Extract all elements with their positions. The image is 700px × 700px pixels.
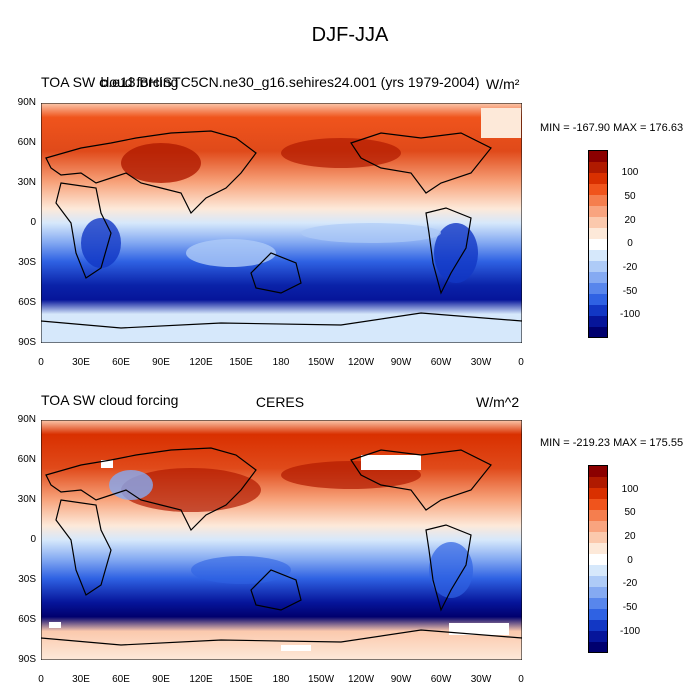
panel2-left-label: TOA SW cloud forcing (41, 392, 179, 408)
panel1-units-label: W/m² (486, 76, 520, 92)
panel1-lon-label: 30W (470, 357, 492, 368)
panel2-lon-label: 120W (347, 674, 375, 685)
panel1-lon-label: 90E (152, 357, 170, 368)
panel2-center-label: CERES (255, 394, 305, 410)
panel2-min-max: MIN = -219.23 MAX = 175.55 (540, 437, 684, 449)
panel2-lon-label: 0 (518, 674, 524, 685)
panel2-cbar-label: 20 (624, 531, 636, 542)
panel1-lon-label: 0 (518, 357, 524, 368)
panel2-lon-label: 30E (72, 674, 90, 685)
panel2-lat-label: 0 (30, 534, 36, 545)
panel2-lon-label: 60E (112, 674, 130, 685)
panel2-lon-label: 150W (307, 674, 335, 685)
panel1-colorbar (588, 150, 608, 338)
panel2-cbar-label: -50 (622, 602, 638, 613)
panel2-lon-label: 150E (229, 674, 253, 685)
panel1-cbar-label: 0 (627, 238, 633, 249)
panel1-min-max: MIN = -167.90 MAX = 176.63 (540, 122, 684, 134)
panel2-cbar-label: 0 (627, 555, 633, 566)
panel1-lat-label: 90S (18, 337, 36, 348)
panel2-units-label: W/m^2 (476, 394, 520, 410)
panel1-lat-label: 30N (17, 177, 36, 188)
panel2-cbar-label: -20 (622, 578, 638, 589)
panel2-lon-label: 0 (38, 674, 44, 685)
panel1-map (41, 103, 522, 343)
panel1-lon-label: 30E (72, 357, 90, 368)
panel2-lon-label: 90W (390, 674, 412, 685)
panel1-lat-label: 60S (18, 297, 36, 308)
panel1-left-label: TOA SW cloud forcing (41, 74, 179, 90)
panel1-lat-label: 90N (17, 97, 36, 108)
panel2-lon-label: 120E (189, 674, 213, 685)
panel1-lon-label: 120W (347, 357, 375, 368)
panel1-cbar-label: 100 (621, 167, 639, 178)
panel1-lat-label: 30S (18, 257, 36, 268)
figure-title: DJF-JJA (311, 24, 389, 46)
panel1-lon-label: 0 (38, 357, 44, 368)
panel1-lat-label: 0 (30, 217, 36, 228)
panel1-lon-label: 60W (430, 357, 452, 368)
panel2-map (41, 420, 522, 660)
panel2-lat-label: 60S (18, 614, 36, 625)
panel2-lon-label: 30W (470, 674, 492, 685)
panel2-lat-label: 90S (18, 654, 36, 665)
panel1-lon-label: 60E (112, 357, 130, 368)
panel2-lat-label: 30N (17, 494, 36, 505)
panel1-center-label: b.e13.BHISTC5CN.ne30_g16.sehires24.001 (… (100, 74, 480, 90)
panel1-cbar-label: -20 (622, 262, 638, 273)
panel1-cbar-label: -100 (619, 309, 640, 320)
panel2-cbar-label: -100 (619, 626, 640, 637)
panel1-cbar-label: -50 (622, 286, 638, 297)
panel1-lon-label: 150W (307, 357, 335, 368)
panel2-colorbar (588, 465, 608, 653)
panel2-lon-label: 90E (152, 674, 170, 685)
panel1-lon-label: 150E (229, 357, 253, 368)
panel2-lat-label: 30S (18, 574, 36, 585)
panel2-lon-label: 180 (272, 674, 290, 685)
panel2-cbar-label: 50 (624, 507, 636, 518)
panel2-cbar-label: 100 (621, 484, 639, 495)
panel1-lon-label: 90W (390, 357, 412, 368)
panel1-cbar-label: 50 (624, 191, 636, 202)
panel2-lon-label: 60W (430, 674, 452, 685)
panel1-lon-label: 180 (272, 357, 290, 368)
panel1-lon-label: 120E (189, 357, 213, 368)
panel1-lat-label: 60N (17, 137, 36, 148)
panel1-cbar-label: 20 (624, 215, 636, 226)
panel2-lat-label: 60N (17, 454, 36, 465)
panel2-lat-label: 90N (17, 414, 36, 425)
